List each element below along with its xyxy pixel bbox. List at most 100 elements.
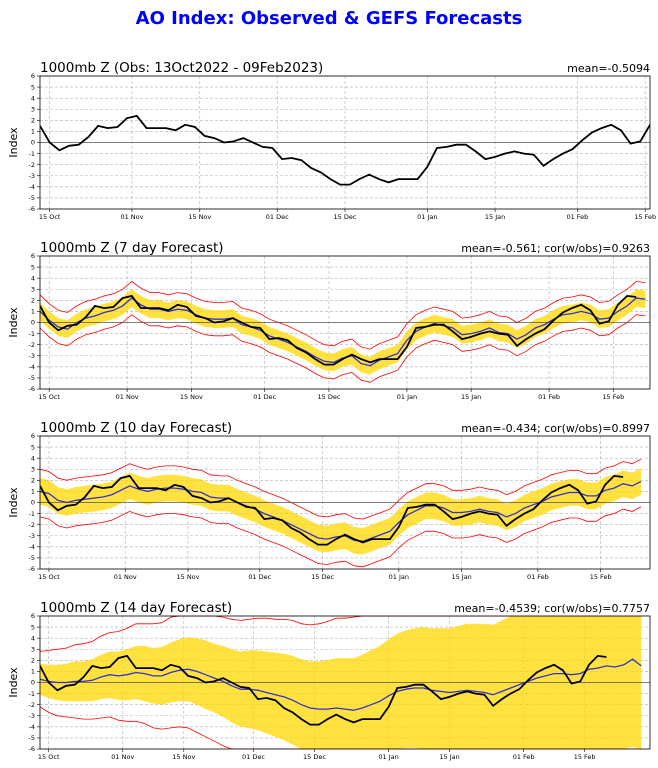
y-axis-label: Index [7, 127, 20, 158]
y-tick-label: -5 [29, 554, 35, 562]
x-tick-label: 15 Oct [39, 213, 61, 221]
ensemble-max-line [40, 458, 642, 520]
x-tick-label: 15 Nov [180, 393, 203, 401]
y-tick-label: 2 [31, 297, 35, 305]
x-tick-label: 01 Dec [266, 213, 289, 221]
y-tick-label: 0 [31, 319, 35, 327]
y-tick-label: 1 [31, 128, 35, 136]
x-tick-label: 15 Feb [602, 393, 624, 401]
y-tick-label: 0 [31, 139, 35, 147]
x-tick-label: 15 Dec [311, 573, 334, 581]
ensemble-min-line [40, 706, 642, 749]
ensemble-min-line [40, 314, 646, 383]
x-tick-label: 15 Feb [634, 213, 656, 221]
x-tick-label: 01 Nov [111, 753, 134, 761]
x-tick-label: 01 Nov [114, 573, 137, 581]
grid-lines [40, 255, 650, 390]
plot-content [40, 280, 650, 383]
y-tick-label: 1 [31, 668, 35, 676]
x-tick-label: 01 Jan [378, 753, 398, 761]
y-tick-label: 6 [31, 72, 35, 80]
y-tick-label: 3 [31, 465, 35, 473]
x-tick-label: 15 Nov [176, 573, 199, 581]
y-tick-label: -6 [29, 565, 35, 573]
panel-title: 1000mb Z (14 day Forecast) [40, 600, 232, 616]
plot-content [40, 616, 650, 749]
y-tick-label: -2 [29, 341, 35, 349]
x-tick-label: 01 Nov [120, 213, 143, 221]
y-tick-label: -2 [29, 161, 35, 169]
plot-content [40, 114, 650, 186]
plot-content [40, 458, 650, 568]
y-tick-label: -1 [29, 690, 35, 698]
y-tick-label: 5 [31, 263, 35, 271]
y-tick-label: -1 [29, 150, 35, 158]
panel-stat: mean=-0.5094 [567, 62, 650, 75]
forecast-10day-panel: -6 -5 -4 -3 -2 -1 0 1 2 3 4 5 6 15 Oct 01 Nov 15 Nov 01 … [7, 420, 651, 581]
y-tick-label: -4 [29, 363, 35, 371]
y-tick-label: -3 [29, 172, 35, 180]
y-tick-label: 6 [31, 252, 35, 260]
y-tick-label: 4 [31, 634, 35, 642]
observed-line [40, 114, 650, 186]
observed-line [40, 294, 637, 366]
observed-line [40, 474, 624, 546]
panel-title: 1000mb Z (7 day Forecast) [40, 240, 224, 256]
x-tick-label: 01 Dec [253, 393, 276, 401]
y-tick-label: -6 [29, 385, 35, 393]
forecast-7day-panel: -6 -5 -4 -3 -2 -1 0 1 2 3 4 5 6 15 Oct 01 Nov 15 Nov 01 … [7, 240, 651, 401]
x-tick-label: 01 Jan [397, 393, 417, 401]
x-tick-label: 15 Oct [38, 573, 60, 581]
y-tick-label: -3 [29, 352, 35, 360]
spread-band [40, 468, 641, 555]
y-axis-label: Index [7, 307, 20, 338]
y-tick-label: 2 [31, 477, 35, 485]
panel-title: 1000mb Z (10 day Forecast) [40, 420, 232, 436]
y-tick-label: -3 [29, 532, 35, 540]
y-tick-label: -5 [29, 734, 35, 742]
x-tick-label: 15 Feb [574, 753, 596, 761]
y-tick-label: -4 [29, 723, 35, 731]
y-tick-label: 3 [31, 645, 35, 653]
y-tick-label: 5 [31, 623, 35, 631]
ensemble-mean-line [40, 297, 646, 367]
y-tick-label: 1 [31, 308, 35, 316]
x-tick-label: 15 Dec [303, 753, 326, 761]
x-tick-label: 01 Dec [248, 573, 271, 581]
y-tick-label: 6 [31, 612, 35, 620]
x-tick-label: 01 Dec [242, 753, 265, 761]
ensemble-mean-line [40, 658, 642, 711]
y-tick-label: -1 [29, 510, 35, 518]
y-tick-label: -2 [29, 521, 35, 529]
panel-stat: mean=-0.4539; cor(w/obs)=0.7757 [454, 602, 650, 615]
y-tick-label: 0 [31, 499, 35, 507]
x-tick-label: 15 Nov [188, 213, 211, 221]
x-tick-label: 15 Dec [317, 393, 340, 401]
panel-title: 1000mb Z (Obs: 13Oct2022 - 09Feb2023) [40, 60, 323, 76]
x-tick-label: 15 Oct [38, 753, 60, 761]
y-tick-label: -1 [29, 330, 35, 338]
observed-line [40, 654, 607, 726]
x-tick-label: 01 Feb [538, 393, 560, 401]
y-tick-label: 3 [31, 285, 35, 293]
ensemble-max-line [40, 616, 642, 652]
ensemble-max-line [40, 280, 646, 350]
y-axis-label: Index [7, 667, 20, 698]
x-tick-label: 01 Feb [527, 573, 549, 581]
x-tick-label: 15 Jan [485, 213, 505, 221]
forecast-14day-panel: -6 -5 -4 -3 -2 -1 0 1 2 3 4 5 6 15 Oct 01 Nov 15 Nov 01 … [7, 600, 651, 761]
main-title: AO Index: Observed & GEFS Forecasts [135, 8, 523, 29]
y-axis-label: Index [7, 487, 20, 518]
y-tick-label: -2 [29, 701, 35, 709]
y-tick-label: -6 [29, 205, 35, 213]
y-tick-label: 4 [31, 94, 35, 102]
y-tick-label: 1 [31, 488, 35, 496]
x-tick-label: 15 Jan [439, 753, 459, 761]
x-tick-label: 15 Dec [334, 213, 357, 221]
panel-stat: mean=-0.434; cor(w/obs)=0.8997 [461, 422, 650, 435]
y-tick-label: -4 [29, 183, 35, 191]
y-tick-label: 3 [31, 105, 35, 113]
y-tick-label: -5 [29, 194, 35, 202]
y-tick-label: -3 [29, 712, 35, 720]
x-tick-label: 01 Feb [566, 213, 588, 221]
